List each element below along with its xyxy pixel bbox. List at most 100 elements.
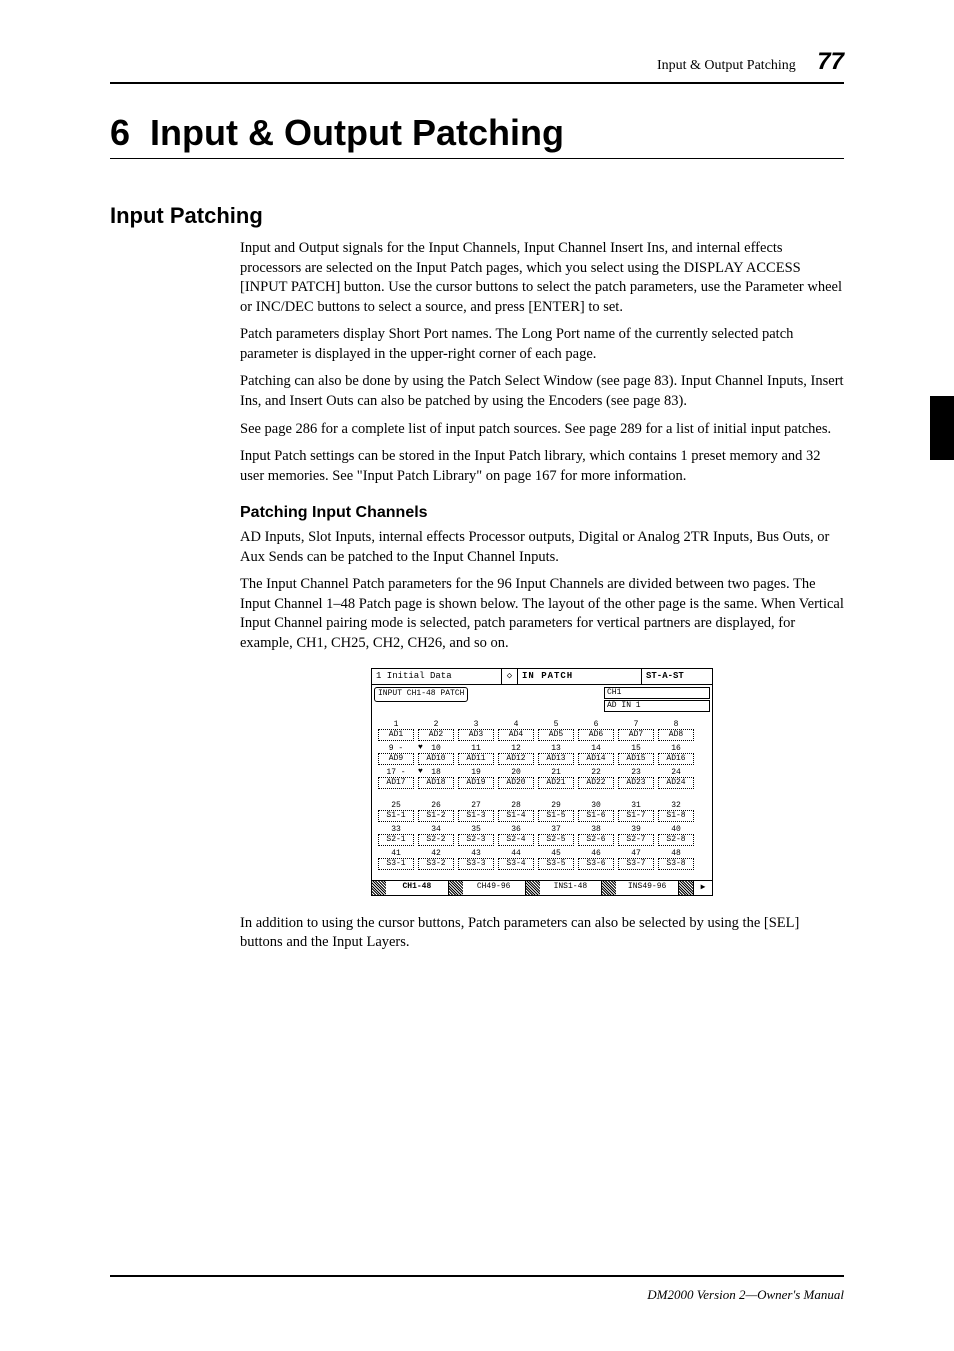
patch-value[interactable]: S1-1	[378, 810, 414, 822]
patch-cell[interactable]: 27S1-3	[458, 801, 494, 822]
patch-value[interactable]: S3-1	[378, 858, 414, 870]
patch-value[interactable]: AD12	[498, 753, 534, 765]
lcd-tab-ins49-96[interactable]: INS49-96	[616, 881, 679, 895]
patch-value[interactable]: S2-4	[498, 834, 534, 846]
patch-value[interactable]: AD21	[538, 777, 574, 789]
patch-value[interactable]: S3-3	[458, 858, 494, 870]
patch-cell[interactable]: 3AD3	[458, 720, 494, 741]
patch-cell[interactable]: 23AD23	[618, 768, 654, 789]
patch-value[interactable]: AD16	[658, 753, 694, 765]
patch-value[interactable]: AD14	[578, 753, 614, 765]
patch-cell[interactable]: 48S3-8	[658, 849, 694, 870]
patch-value[interactable]: S3-2	[418, 858, 454, 870]
patch-value[interactable]: S3-6	[578, 858, 614, 870]
patch-cell[interactable]: ♥9 -AD9	[378, 744, 414, 765]
patch-cell[interactable]: 6AD6	[578, 720, 614, 741]
patch-cell[interactable]: 12AD12	[498, 744, 534, 765]
patch-cell[interactable]: 45S3-5	[538, 849, 574, 870]
patch-value[interactable]: AD4	[498, 729, 534, 741]
patch-cell[interactable]: 42S3-2	[418, 849, 454, 870]
patch-value[interactable]: AD17	[378, 777, 414, 789]
lcd-tab-ins1-48[interactable]: INS1-48	[540, 881, 603, 895]
patch-cell[interactable]: 13AD13	[538, 744, 574, 765]
patch-value[interactable]: S1-3	[458, 810, 494, 822]
patch-cell[interactable]: 19AD19	[458, 768, 494, 789]
patch-value[interactable]: AD1	[378, 729, 414, 741]
patch-cell[interactable]: 34S2-2	[418, 825, 454, 846]
patch-cell[interactable]: 32S1-8	[658, 801, 694, 822]
patch-value[interactable]: S3-5	[538, 858, 574, 870]
patch-value[interactable]: S3-8	[658, 858, 694, 870]
patch-cell[interactable]: 39S2-7	[618, 825, 654, 846]
patch-cell[interactable]: 7AD7	[618, 720, 654, 741]
patch-cell[interactable]: 44S3-4	[498, 849, 534, 870]
patch-value[interactable]: AD15	[618, 753, 654, 765]
patch-value[interactable]: S2-7	[618, 834, 654, 846]
lcd-tab-scroll-right[interactable]: ▶	[693, 881, 712, 895]
patch-cell[interactable]: 30S1-6	[578, 801, 614, 822]
patch-cell[interactable]: 24AD24	[658, 768, 694, 789]
patch-value[interactable]: AD18	[418, 777, 454, 789]
patch-cell[interactable]: 31S1-7	[618, 801, 654, 822]
patch-value[interactable]: AD3	[458, 729, 494, 741]
patch-cell[interactable]: 11AD11	[458, 744, 494, 765]
patch-value[interactable]: AD7	[618, 729, 654, 741]
patch-cell[interactable]: 36S2-4	[498, 825, 534, 846]
patch-value[interactable]: S1-8	[658, 810, 694, 822]
patch-cell[interactable]: 4AD4	[498, 720, 534, 741]
patch-cell[interactable]: 47S3-7	[618, 849, 654, 870]
lcd-tab-ch49-96[interactable]: CH49-96	[463, 881, 526, 895]
lcd-tab-scroll-left[interactable]	[372, 881, 386, 895]
patch-value[interactable]: S2-8	[658, 834, 694, 846]
patch-value[interactable]: AD9	[378, 753, 414, 765]
patch-value[interactable]: S1-5	[538, 810, 574, 822]
patch-cell[interactable]: 14AD14	[578, 744, 614, 765]
patch-value[interactable]: S2-5	[538, 834, 574, 846]
patch-cell[interactable]: 38S2-6	[578, 825, 614, 846]
patch-cell[interactable]: 20AD20	[498, 768, 534, 789]
patch-cell[interactable]: 37S2-5	[538, 825, 574, 846]
patch-cell[interactable]: 28S1-4	[498, 801, 534, 822]
patch-cell[interactable]: 35S2-3	[458, 825, 494, 846]
patch-cell[interactable]: 8AD8	[658, 720, 694, 741]
patch-value[interactable]: S2-1	[378, 834, 414, 846]
patch-value[interactable]: AD6	[578, 729, 614, 741]
patch-cell[interactable]: 26S1-2	[418, 801, 454, 822]
patch-value[interactable]: AD23	[618, 777, 654, 789]
patch-value[interactable]: S3-4	[498, 858, 534, 870]
patch-value[interactable]: S1-7	[618, 810, 654, 822]
patch-cell[interactable]: 21AD21	[538, 768, 574, 789]
patch-value[interactable]: S1-2	[418, 810, 454, 822]
patch-cell[interactable]: 5AD5	[538, 720, 574, 741]
patch-value[interactable]: AD5	[538, 729, 574, 741]
patch-cell[interactable]: 40S2-8	[658, 825, 694, 846]
patch-value[interactable]: AD8	[658, 729, 694, 741]
patch-cell[interactable]: 29S1-5	[538, 801, 574, 822]
patch-cell[interactable]: 1AD1	[378, 720, 414, 741]
patch-cell[interactable]: ♥17 -AD17	[378, 768, 414, 789]
patch-cell[interactable]: 43S3-3	[458, 849, 494, 870]
patch-cell[interactable]: 18AD18	[418, 768, 454, 789]
patch-value[interactable]: S1-6	[578, 810, 614, 822]
patch-value[interactable]: AD13	[538, 753, 574, 765]
patch-value[interactable]: AD20	[498, 777, 534, 789]
patch-value[interactable]: S3-7	[618, 858, 654, 870]
patch-value[interactable]: AD19	[458, 777, 494, 789]
patch-cell[interactable]: 10AD10	[418, 744, 454, 765]
lcd-tab-ch1-48[interactable]: CH1-48	[386, 881, 449, 895]
patch-value[interactable]: S2-6	[578, 834, 614, 846]
patch-value[interactable]: S2-2	[418, 834, 454, 846]
patch-value[interactable]: S2-3	[458, 834, 494, 846]
patch-value[interactable]: S1-4	[498, 810, 534, 822]
patch-cell[interactable]: 25S1-1	[378, 801, 414, 822]
patch-value[interactable]: AD11	[458, 753, 494, 765]
patch-cell[interactable]: 16AD16	[658, 744, 694, 765]
patch-value[interactable]: AD2	[418, 729, 454, 741]
patch-cell[interactable]: 33S2-1	[378, 825, 414, 846]
patch-value[interactable]: AD22	[578, 777, 614, 789]
patch-cell[interactable]: 41S3-1	[378, 849, 414, 870]
patch-value[interactable]: AD10	[418, 753, 454, 765]
patch-cell[interactable]: 2AD2	[418, 720, 454, 741]
patch-value[interactable]: AD24	[658, 777, 694, 789]
patch-cell[interactable]: 15AD15	[618, 744, 654, 765]
